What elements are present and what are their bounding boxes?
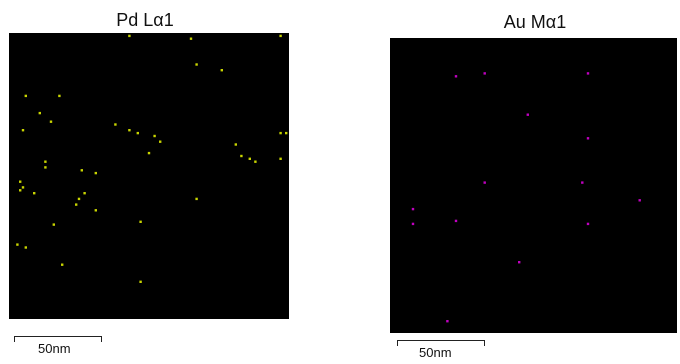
au-scale-bar-label: 50nm	[419, 345, 452, 360]
au-signal-dot	[454, 219, 458, 223]
pd-signal-dot	[234, 143, 237, 146]
au-elemental-map	[390, 38, 677, 333]
au-scale-bar-line	[397, 340, 485, 346]
pd-scale-bar-label: 50nm	[38, 341, 71, 356]
pd-signal-dot	[44, 166, 47, 169]
pd-signal-dot	[44, 160, 47, 163]
pd-signal-dot	[94, 171, 97, 175]
pd-signal-dot	[248, 157, 251, 160]
pd-signal-dot	[38, 111, 41, 115]
pd-signal-dot	[24, 246, 27, 249]
pd-signal-dot	[147, 151, 151, 155]
pd-signal-dot	[16, 243, 19, 246]
pd-signal-dot	[75, 203, 78, 206]
pd-scale-bar-line	[14, 336, 102, 342]
pd-dot-layer	[16, 34, 288, 283]
pd-signal-dot	[279, 34, 282, 38]
au-signal-dot	[483, 72, 486, 75]
pd-signal-dot	[159, 140, 162, 143]
pd-signal-dot	[19, 189, 22, 192]
pd-signal-dot	[21, 186, 25, 189]
pd-signal-dot	[24, 94, 27, 98]
pd-signal-dot	[83, 192, 86, 195]
au-dot-layer	[411, 72, 641, 323]
pd-signal-dot	[128, 129, 131, 132]
pd-signal-dot	[240, 154, 243, 158]
pd-signal-dot	[279, 131, 282, 135]
pd-signal-dot	[279, 157, 282, 160]
pd-signal-dot	[128, 34, 131, 38]
au-signal-dot	[518, 261, 521, 264]
pd-signal-dot	[77, 197, 81, 201]
au-signal-dot	[581, 181, 584, 184]
pd-signal-dot	[153, 134, 156, 138]
au-signal-dot	[454, 75, 458, 78]
pd-signal-dot	[195, 63, 198, 66]
pd-signal-dot	[61, 263, 64, 266]
pd-signal-dot	[220, 69, 223, 72]
pd-signal-dot	[94, 209, 97, 212]
pd-signal-dot	[52, 223, 55, 226]
pd-signal-dot	[19, 180, 22, 183]
pd-signal-dot	[114, 123, 117, 126]
au-signal-dot	[586, 137, 590, 140]
au-signal-dot	[586, 222, 590, 226]
au-signal-dot	[526, 113, 529, 116]
pd-signal-dot	[136, 131, 139, 135]
au-signal-dot	[483, 181, 486, 184]
pd-signal-dot	[285, 131, 288, 135]
au-signal-dot	[411, 222, 415, 226]
pd-map-title: Pd Lα1	[116, 10, 174, 30]
pd-signal-dot	[139, 220, 142, 223]
au-signal-dot	[638, 199, 641, 202]
pd-signal-dot	[21, 129, 25, 132]
pd-signal-dot	[33, 192, 36, 195]
pd-signal-dot	[80, 169, 83, 172]
pd-signal-dot	[49, 120, 53, 123]
au-signal-dot	[411, 207, 415, 211]
pd-elemental-map	[9, 33, 289, 319]
pd-signal-dot	[195, 197, 198, 201]
pd-signal-dot	[189, 37, 193, 40]
pd-signal-dot	[58, 94, 61, 98]
pd-signal-dot	[139, 280, 142, 283]
pd-signal-dot	[254, 160, 257, 163]
au-signal-dot	[586, 72, 590, 75]
au-map-title: Au Mα1	[503, 12, 567, 32]
au-signal-dot	[446, 320, 449, 323]
